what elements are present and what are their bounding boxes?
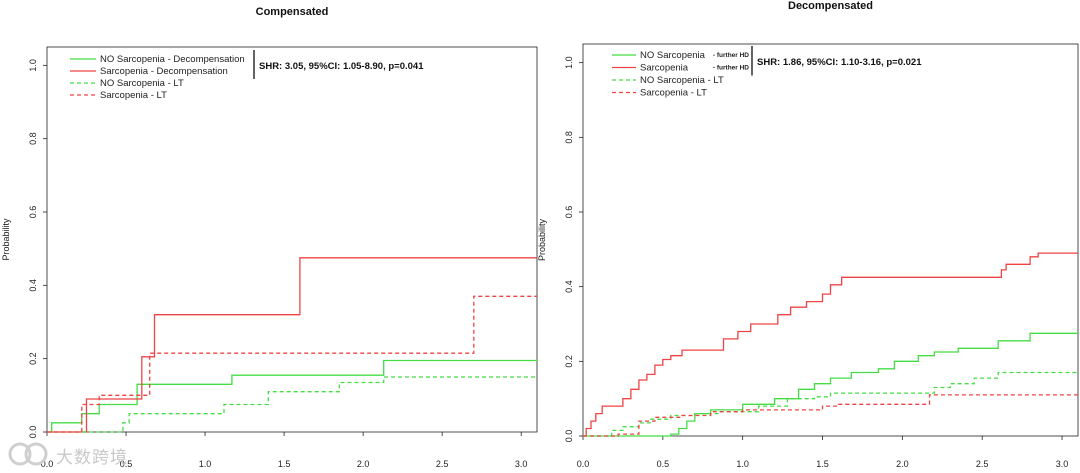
- series-line: [47, 295, 537, 433]
- x-tick-label: 2.0: [357, 459, 370, 469]
- y-tick-label: 0.4: [564, 280, 574, 293]
- x-tick-label: 2.0: [896, 459, 909, 469]
- x-tick-label: 1.5: [278, 459, 291, 469]
- chart-title: Decompensated: [788, 0, 873, 12]
- plot-frame: [582, 43, 1079, 437]
- series-line: [47, 257, 537, 433]
- y-tick-label: 0.4: [28, 279, 38, 292]
- series-line: [47, 376, 537, 433]
- legend-label: NO Sarcopenia - Decompensation: [100, 54, 245, 65]
- watermark-text: 大数跨境: [56, 448, 128, 468]
- legend-label: Sarcopenia - Decompensation: [100, 66, 228, 77]
- legend-annotation: SHR: 1.86, 95%CI: 1.10-3.16, p=0.021: [757, 57, 922, 68]
- x-tick-label: 2.5: [976, 459, 989, 469]
- y-axis-label: Probability: [537, 218, 547, 261]
- y-tick-label: 0.2: [28, 352, 38, 365]
- legend-label: NO Sarcopenia: [640, 50, 706, 61]
- legend-sub-label: - further HD: [713, 52, 749, 59]
- legend-annotation: SHR: 3.05, 95%CI: 1.05-8.90, p=0.041: [259, 61, 424, 72]
- legend: NO Sarcopenia - DecompensationSarcopenia…: [70, 50, 424, 101]
- x-tick-label: 3.0: [515, 459, 528, 469]
- x-tick-label: 0.0: [577, 459, 590, 469]
- series-line: [583, 394, 1078, 437]
- watermark: 大数跨境: [6, 440, 156, 468]
- legend-label: NO Sarcopenia - LT: [100, 78, 184, 89]
- legend-label: Sarcopenia - LT: [100, 90, 167, 101]
- x-tick-label: 1.5: [816, 459, 829, 469]
- y-tick-label: 0.2: [564, 355, 574, 368]
- plot-frame: [46, 46, 538, 433]
- legend: NO Sarcopenia - further HD Sarcopenia - fur…: [612, 46, 922, 99]
- chart-0: Compensated Probability 0.0 0.2 0.4 0.6 0.8 1.0…: [1, 6, 538, 469]
- x-tick-label: 2.5: [436, 459, 449, 469]
- legend-label: Sarcopenia - LT: [640, 88, 707, 99]
- legend-label: NO Sarcopenia - LT: [640, 75, 724, 86]
- x-tick-label: 1.0: [736, 459, 749, 469]
- x-tick-label: 0.0: [41, 459, 54, 469]
- x-tick-label: 0.5: [657, 459, 670, 469]
- legend-label: Sarcopenia: [640, 63, 689, 74]
- y-tick-label: 0.6: [28, 206, 38, 219]
- y-tick-label: 0.8: [28, 132, 38, 145]
- y-tick-label: 0.8: [564, 131, 574, 144]
- y-tick-label: 1.0: [564, 56, 574, 69]
- chart-title: Compensated: [256, 6, 329, 18]
- y-axis-label: Probability: [1, 218, 11, 261]
- series-line: [583, 252, 1078, 437]
- y-tick-label: 0.0: [28, 426, 38, 439]
- watermark-logo-icon: [8, 442, 48, 466]
- x-tick-label: 0.5: [120, 459, 133, 469]
- y-tick-label: 0.6: [564, 206, 574, 219]
- series-line: [583, 332, 1078, 437]
- legend-sub-label: - further HD: [713, 65, 749, 72]
- y-tick-label: 1.0: [28, 59, 38, 72]
- x-tick-label: 3.0: [1056, 459, 1069, 469]
- chart-1: Decompensated Probability 0.0 0.2 0.4 0.6 0.8 1…: [537, 0, 1079, 469]
- x-tick-label: 1.0: [199, 459, 212, 469]
- series-line: [47, 359, 537, 433]
- y-tick-label: 0.0: [564, 430, 574, 443]
